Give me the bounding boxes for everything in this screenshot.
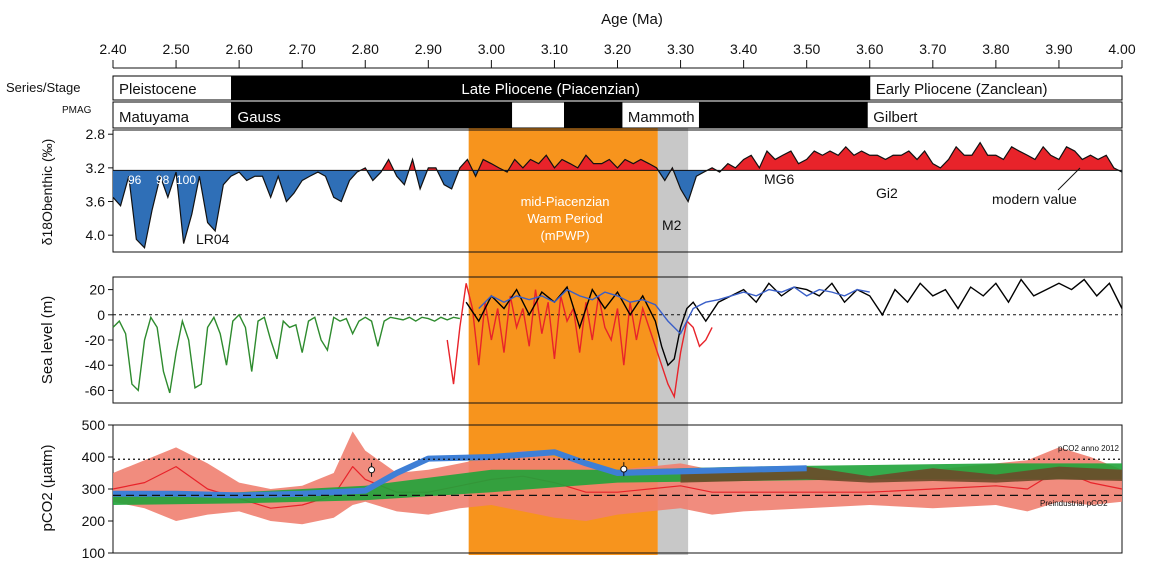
strip1-block-0 bbox=[112, 75, 233, 101]
annotation-98: 98 bbox=[156, 173, 170, 187]
pco2-band-2 bbox=[113, 463, 1122, 505]
strip1-block-1 bbox=[231, 75, 871, 101]
annotation-gi2: Gi2 bbox=[876, 185, 898, 201]
annotation-96: 96 bbox=[128, 173, 142, 187]
d18o-y-label-3: 4.0 bbox=[86, 227, 106, 243]
strip1-label-1: Late Pliocene (Piacenzian) bbox=[461, 81, 639, 98]
x-axis-ticks: 2.40 2.50 2.60 2.70 2.80 2.90 3.00 3.10 3.20 3.30… bbox=[99, 41, 1136, 69]
pco2-2012-label: pCO2 anno 2012 bbox=[1058, 444, 1119, 453]
mpwp-label-line-2: Warm Period bbox=[527, 211, 602, 226]
annotation-lr04: LR04 bbox=[196, 231, 230, 247]
series-stage-row-label: Series/Stage bbox=[6, 80, 80, 95]
modern-value-pointer bbox=[1057, 167, 1081, 191]
sea-level-y-label-1: 0 bbox=[97, 307, 105, 323]
sea-level-axis-title: Sea level (m) bbox=[39, 296, 56, 384]
x-tick-label-1: 2.50 bbox=[162, 41, 189, 57]
mpwp-label-line-3: (mPWP) bbox=[540, 228, 589, 243]
sea-level-y-label-0: 20 bbox=[89, 282, 105, 298]
preindustrial-pco2-label: Preindustrial pCO2 bbox=[1040, 499, 1108, 508]
pco2-y-label-2: 300 bbox=[82, 481, 106, 497]
d18o-panel: 2.8 3.2 3.6 4.0 bbox=[86, 126, 1123, 253]
strip2-label-0: Matuyama bbox=[119, 109, 190, 126]
x-tick-label-2: 2.60 bbox=[226, 41, 253, 57]
strip1-label-2: Early Pliocene (Zanclean) bbox=[876, 81, 1048, 98]
sea-level-series-2 bbox=[465, 278, 1123, 367]
annotation-100: 100 bbox=[176, 173, 196, 187]
x-tick-label-10: 3.40 bbox=[730, 41, 757, 57]
x-tick-label-8: 3.20 bbox=[604, 41, 631, 57]
strip1-block-2 bbox=[869, 75, 1123, 101]
annotation-modern-value: modern value bbox=[992, 191, 1077, 207]
x-tick-label-14: 3.80 bbox=[982, 41, 1009, 57]
pco2-y-label-3: 200 bbox=[82, 513, 106, 529]
x-tick-label-11: 3.50 bbox=[793, 41, 820, 57]
strip1-label-0: Pleistocene bbox=[119, 81, 197, 98]
x-tick-label-5: 2.90 bbox=[415, 41, 442, 57]
strip2-label-4: Mammoth bbox=[628, 109, 695, 126]
strip2-block-4 bbox=[621, 101, 700, 129]
strip2-label-1: Gauss bbox=[238, 109, 281, 126]
d18o-cold-fill bbox=[113, 170, 1122, 248]
strip2-label-6: Gilbert bbox=[873, 109, 918, 126]
mpwp-label-line-1: mid-Piacenzian bbox=[521, 194, 610, 209]
pco2-y-label-4: 100 bbox=[82, 545, 106, 561]
x-tick-label-3: 2.70 bbox=[289, 41, 316, 57]
d18o-y-label-2: 3.6 bbox=[86, 194, 106, 210]
strip2-block-3 bbox=[564, 101, 623, 129]
pco2-panel: 500 400 300 200 100 bbox=[82, 417, 1123, 561]
strip2-block-5 bbox=[698, 101, 868, 129]
x-tick-label-9: 3.30 bbox=[667, 41, 694, 57]
pco2-y-label-0: 500 bbox=[82, 417, 106, 433]
sea-level-y-label-2: -20 bbox=[85, 332, 105, 348]
d18o-y-label-0: 2.8 bbox=[86, 126, 106, 142]
strip2-block-0 bbox=[112, 101, 233, 129]
x-tick-label-6: 3.00 bbox=[478, 41, 505, 57]
pmag-row-label: PMAG bbox=[62, 105, 92, 116]
series-stage-strip: Pleistocene Late Pliocene (Piacenzian) Ear… bbox=[112, 75, 1123, 101]
sea-level-series-0 bbox=[112, 313, 460, 394]
sea-level-panel: 20 0 -20 -40 -60 bbox=[85, 276, 1123, 404]
sea-level-y-label-3: -40 bbox=[85, 357, 105, 373]
pco2-marker-1 bbox=[620, 465, 628, 473]
d18o-y-label-1: 3.2 bbox=[86, 160, 106, 176]
x-tick-label-12: 3.60 bbox=[856, 41, 883, 57]
strip2-block-6 bbox=[866, 101, 1123, 129]
d18o-warm-fill bbox=[113, 142, 1122, 171]
strip2-block-2 bbox=[511, 101, 566, 129]
x-tick-label-16: 4.00 bbox=[1108, 41, 1135, 57]
x-axis-title: Age (Ma) bbox=[601, 11, 663, 28]
x-tick-label-13: 3.70 bbox=[919, 41, 946, 57]
x-tick-label-7: 3.10 bbox=[541, 41, 568, 57]
x-tick-label-4: 2.80 bbox=[352, 41, 379, 57]
sea-level-series-3 bbox=[478, 286, 870, 335]
pco2-y-label-1: 400 bbox=[82, 449, 106, 465]
d18o-line bbox=[112, 141, 1123, 250]
annotation-mg6: MG6 bbox=[764, 171, 795, 187]
sea-level-series-1 bbox=[446, 283, 713, 400]
x-tick-label-15: 3.90 bbox=[1045, 41, 1072, 57]
pco2-marker-0 bbox=[368, 466, 376, 474]
sea-level-y-label-4: -60 bbox=[85, 382, 105, 398]
pco2-axis-title: pCO2 (µatm) bbox=[39, 445, 56, 532]
annotation-m2: M2 bbox=[662, 217, 682, 233]
d18o-axis-title: δ18Obenthic (‰) bbox=[39, 139, 55, 246]
x-tick-label-0: 2.40 bbox=[99, 41, 126, 57]
pmag-strip: Matuyama Gauss Mammoth Gilbert bbox=[112, 101, 1123, 129]
